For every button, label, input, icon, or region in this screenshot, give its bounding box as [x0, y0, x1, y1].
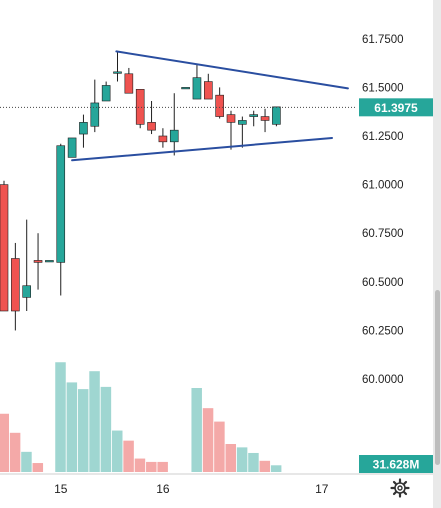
volume-bar	[225, 444, 236, 472]
candle-body-up	[90, 102, 100, 127]
candle-body-down	[158, 135, 168, 143]
last-price-text: 61.3975	[374, 101, 418, 115]
candle-body-up	[181, 87, 190, 90]
candle	[0, 180, 9, 312]
candle	[56, 143, 66, 296]
candle-body-up	[101, 85, 111, 102]
price-tick-label: 60.2500	[362, 325, 404, 337]
candle-body-up	[22, 285, 32, 298]
volume-bar	[236, 447, 248, 472]
candle-body-down	[226, 114, 236, 123]
volume-layer	[0, 362, 282, 472]
volume-bar	[55, 362, 66, 472]
candle-body-up	[67, 137, 77, 158]
price-tick-label: 61.0000	[362, 180, 404, 192]
candle	[272, 106, 281, 127]
candle	[147, 101, 156, 135]
trendline[interactable]	[71, 136, 334, 162]
gear-icon[interactable]	[390, 478, 410, 498]
candle-body-down	[260, 116, 270, 121]
candle-body-up	[169, 129, 179, 143]
candle	[33, 233, 43, 290]
candle	[215, 87, 224, 119]
candle	[11, 242, 20, 331]
price-axis[interactable]: 61.7500 61.5000 61.2500 61.0000 60.7500 60.50…	[362, 34, 404, 386]
price-tick-label: 61.7500	[362, 34, 404, 46]
volume-bar	[259, 460, 271, 472]
candle-body-down	[33, 260, 43, 263]
candle-body-up	[56, 145, 66, 263]
candle-body-down	[124, 73, 134, 94]
volume-bar	[214, 421, 225, 472]
volume-bar	[270, 465, 282, 472]
volume-bar	[21, 451, 32, 472]
price-tick-label: 60.0000	[362, 374, 404, 386]
candle-body-up	[113, 71, 122, 74]
candle	[79, 114, 88, 148]
time-tick-label: 17	[315, 482, 329, 496]
volume-bar	[112, 430, 123, 472]
candle	[226, 110, 236, 150]
candle	[238, 116, 247, 148]
volume-bar	[9, 432, 21, 472]
volume-badge-text: 31.628M	[373, 458, 420, 472]
price-tick-label: 61.5000	[362, 82, 404, 94]
volume-bar	[146, 461, 157, 472]
candle	[113, 52, 122, 82]
candle	[249, 110, 258, 127]
volume-bar	[89, 371, 100, 472]
candle-body-up	[45, 260, 54, 263]
volume-bar	[123, 440, 134, 472]
candle	[204, 73, 213, 100]
price-tick-label: 60.7500	[362, 228, 404, 240]
candle-body-down	[204, 81, 213, 100]
volume-bar	[32, 463, 44, 472]
volume-bar	[157, 461, 168, 472]
candle-body-up	[238, 120, 247, 125]
volume-bar	[202, 408, 214, 472]
candle-body-down	[215, 94, 224, 117]
candle-body-up	[79, 122, 88, 135]
price-tick-label: 60.5000	[362, 277, 404, 289]
candle	[181, 87, 190, 90]
candle	[158, 128, 168, 148]
candle-body-up	[249, 114, 258, 117]
candle-layer	[0, 52, 281, 331]
volume-bar	[0, 413, 9, 472]
candle	[169, 93, 179, 156]
volume-bar	[248, 452, 259, 472]
volume-bar	[66, 382, 78, 472]
volume-bar	[100, 386, 112, 472]
trendline[interactable]	[115, 50, 349, 90]
volume-bar	[77, 389, 89, 472]
last-price-badge: 61.3975	[359, 98, 433, 117]
candle-body-up	[192, 77, 202, 100]
candle	[135, 89, 145, 129]
candle-body-down	[0, 184, 9, 312]
price-badges: 61.3975 31.628M	[359, 98, 433, 473]
price-scale-edge	[433, 0, 441, 508]
candle	[22, 219, 32, 311]
candle-body-down	[135, 89, 145, 125]
trendline-layer[interactable]	[71, 50, 349, 162]
candle	[101, 81, 111, 102]
candle	[124, 67, 134, 94]
candle	[67, 137, 77, 158]
candle	[90, 79, 100, 133]
scrollbar-thumb[interactable]	[435, 290, 440, 465]
time-axis[interactable]: 15 16 17	[54, 482, 329, 496]
price-tick-label: 61.2500	[362, 131, 404, 143]
candle	[260, 108, 270, 133]
time-tick-label: 16	[156, 482, 170, 496]
candle-body-up	[272, 106, 281, 125]
volume-bar	[134, 458, 146, 472]
volume-badge: 31.628M	[359, 455, 433, 473]
candle	[192, 64, 202, 100]
candle	[45, 260, 54, 263]
volume-bar	[191, 388, 202, 472]
candle-body-down	[147, 122, 156, 131]
candle-body-down	[11, 258, 20, 312]
time-tick-label: 15	[54, 482, 68, 496]
